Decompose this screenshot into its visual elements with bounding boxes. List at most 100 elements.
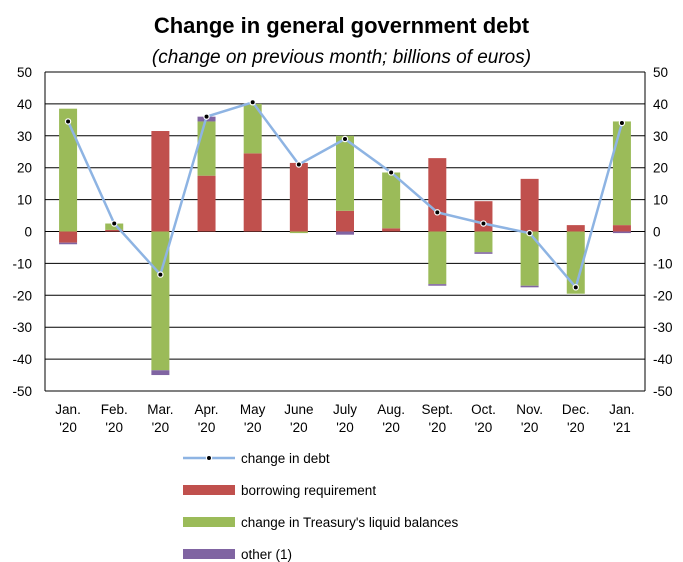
legend-swatch-marker: [205, 454, 213, 462]
bar-other: [336, 231, 354, 235]
legend-swatch: [183, 517, 235, 527]
bar-borrowing-requirement: [382, 228, 401, 232]
bar-borrowing-requirement: [197, 175, 216, 232]
bar-borrowing-requirement: [243, 153, 262, 232]
x-tick-label-month: Mar.: [147, 402, 173, 417]
chart-title: Change in general government debt: [154, 13, 530, 38]
debt-line-series: [64, 99, 626, 291]
x-tick-label-year: '20: [567, 420, 585, 435]
bar-other: [520, 285, 539, 288]
x-tick-label-month: Nov.: [516, 402, 543, 417]
y-tick-label-right: 20: [653, 161, 668, 176]
y-tick-label-left: -50: [12, 384, 32, 399]
bar-change-in-treasury-s-liquid-balances: [566, 231, 585, 294]
bar-other: [59, 242, 78, 245]
legend-label: other (1): [241, 547, 292, 562]
x-tick-label-year: '20: [382, 420, 400, 435]
x-tick-label-year: '20: [290, 420, 308, 435]
y-tick-label-right: 50: [653, 65, 668, 80]
debt-point: [203, 113, 210, 120]
bar-change-in-treasury-s-liquid-balances: [612, 121, 631, 226]
debt-point: [64, 118, 72, 125]
x-tick-label-month: June: [284, 402, 313, 417]
x-tick-label-year: '20: [429, 420, 447, 435]
bar-other: [151, 370, 170, 376]
y-tick-label-left: 0: [24, 225, 32, 240]
x-tick-label-year: '20: [59, 420, 77, 435]
bar-change-in-treasury-s-liquid-balances: [289, 231, 308, 234]
bar-other: [428, 284, 447, 286]
debt-point: [526, 229, 533, 237]
bar-change-in-treasury-s-liquid-balances: [151, 231, 170, 371]
y-tick-label-right: 40: [653, 97, 668, 112]
x-tick-label-month: Feb.: [101, 402, 128, 417]
x-tick-label-year: '21: [613, 420, 631, 435]
y-tick-label-right: -10: [653, 256, 673, 271]
y-tick-label-right: -40: [653, 352, 673, 367]
x-tick-label-year: '20: [244, 420, 262, 435]
chart-subtitle: (change on previous month; billions of e…: [152, 47, 531, 68]
legend-label: change in debt: [241, 451, 330, 466]
y-tick-label-left: -30: [12, 320, 32, 335]
x-tick-label-month: Aug.: [377, 402, 405, 417]
x-tick-label-month: Dec.: [562, 402, 590, 417]
bar-borrowing-requirement: [289, 162, 308, 232]
bar-borrowing-requirement: [105, 229, 124, 232]
debt-point: [434, 209, 441, 216]
x-tick-label-month: Jan.: [609, 402, 635, 417]
x-tick-label-month: Jan.: [55, 402, 81, 417]
legend-label: borrowing requirement: [241, 483, 376, 498]
x-tick-label-year: '20: [105, 420, 123, 435]
bar-series: [59, 103, 631, 376]
y-tick-label-left: 10: [17, 193, 32, 208]
legend-swatch: [183, 485, 235, 495]
debt-point: [341, 135, 349, 143]
y-tick-label-right: -20: [653, 288, 673, 303]
bar-borrowing-requirement: [151, 131, 170, 232]
y-tick-label-left: -10: [12, 256, 32, 271]
debt-point: [249, 99, 256, 106]
axes: 50 50 40 40 30 30 20 20 10 10 0 0 -10 -10 -20 -20 -30 -30…: [12, 65, 672, 435]
legend-label: change in Treasury's liquid balances: [241, 515, 458, 530]
x-tick-label-year: '20: [475, 420, 493, 435]
bar-change-in-treasury-s-liquid-balances: [243, 103, 262, 154]
x-tick-label-year: '20: [521, 420, 539, 435]
bar-borrowing-requirement: [474, 201, 493, 232]
bar-borrowing-requirement: [520, 178, 539, 232]
y-tick-label-left: -40: [12, 352, 32, 367]
x-tick-label-month: Apr.: [195, 402, 219, 417]
bar-borrowing-requirement: [59, 231, 78, 243]
x-tick-label-month: Oct.: [471, 402, 496, 417]
debt-point: [387, 169, 395, 176]
debt-point: [157, 271, 164, 278]
legend: change in debt borrowing requirement chang…: [183, 451, 458, 562]
debt-point: [295, 161, 303, 168]
bar-change-in-treasury-s-liquid-balances: [474, 231, 493, 253]
bar-other: [612, 231, 631, 234]
y-tick-label-left: 30: [17, 129, 32, 144]
x-tick-label-month: May: [240, 402, 266, 417]
bar-change-in-treasury-s-liquid-balances: [59, 108, 78, 232]
debt-point: [572, 284, 579, 291]
bar-borrowing-requirement: [612, 225, 631, 232]
debt-point: [480, 220, 487, 227]
bar-change-in-treasury-s-liquid-balances: [197, 121, 216, 176]
y-tick-label-right: -50: [653, 384, 673, 399]
y-tick-label-left: 20: [17, 161, 32, 176]
y-tick-label-right: 30: [653, 129, 668, 144]
bar-change-in-treasury-s-liquid-balances: [382, 172, 401, 229]
x-tick-label-year: '20: [336, 420, 354, 435]
x-tick-label-month: Sept.: [422, 402, 454, 417]
y-tick-label-right: 0: [653, 225, 661, 240]
y-tick-label-right: 10: [653, 193, 668, 208]
bar-borrowing-requirement: [428, 158, 447, 232]
bar-change-in-treasury-s-liquid-balances: [428, 231, 447, 285]
bar-borrowing-requirement: [336, 210, 354, 232]
y-tick-label-left: -20: [12, 288, 32, 303]
bar-change-in-treasury-s-liquid-balances: [336, 135, 354, 211]
bar-other: [474, 252, 493, 254]
x-tick-label-year: '20: [198, 420, 216, 435]
x-tick-label-year: '20: [152, 420, 170, 435]
y-tick-label-left: 40: [17, 97, 32, 112]
